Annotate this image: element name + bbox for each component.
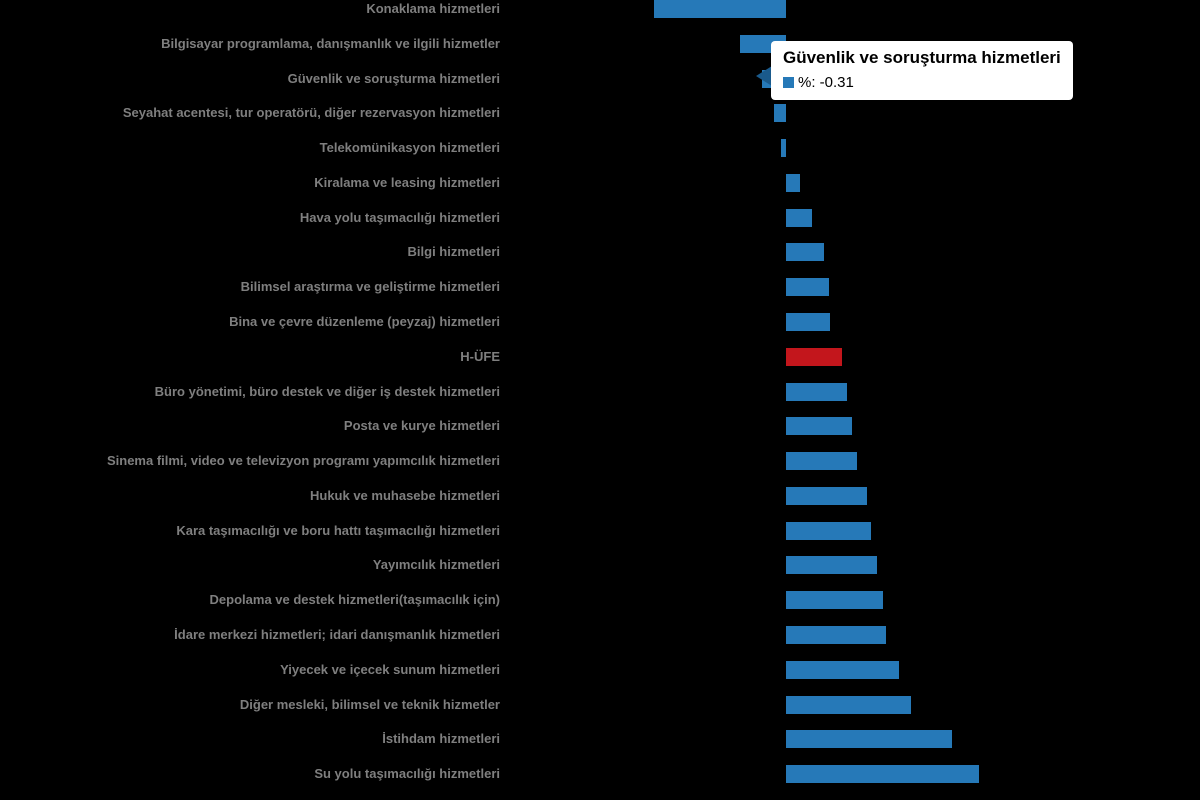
chart-row: Yiyecek ve içecek sunum hizmetleri [0,653,1200,687]
bar[interactable] [786,278,829,297]
bar[interactable] [781,139,786,158]
chart-row: Seyahat acentesi, tur operatörü, diğer r… [0,96,1200,130]
category-label: İdare merkezi hizmetleri; idari danışman… [174,627,500,643]
category-label: Kara taşımacılığı ve boru hattı taşımacı… [176,522,500,538]
bar[interactable] [786,452,858,471]
category-label: Bilimsel araştırma ve geliştirme hizmetl… [240,279,500,295]
bar[interactable] [774,104,786,123]
category-label: Telekomünikasyon hizmetleri [319,140,500,156]
tooltip-row: %: -0.31 [783,74,1061,91]
chart-row: Kiralama ve leasing hizmetleri [0,166,1200,200]
bar[interactable] [786,765,979,784]
category-label: Bina ve çevre düzenleme (peyzaj) hizmetl… [229,314,500,330]
bar[interactable] [786,173,800,192]
tooltip-series-marker-icon [783,77,794,88]
chart-row: Depolama ve destek hizmetleri(taşımacılı… [0,583,1200,617]
bar[interactable] [786,521,872,540]
category-label: Bilgisayar programlama, danışmanlık ve i… [161,35,500,51]
chart-row: İdare merkezi hizmetleri; idari danışman… [0,618,1200,652]
chart-row: H-ÜFE [0,340,1200,374]
category-label: Seyahat acentesi, tur operatörü, diğer r… [122,105,500,121]
category-label: H-ÜFE [460,348,500,364]
category-label: Bilgi hizmetleri [407,244,500,260]
chart-row: Bina ve çevre düzenleme (peyzaj) hizmetl… [0,305,1200,339]
bar[interactable] [786,313,831,332]
tooltip-callout-arrow [756,66,772,86]
chart-row: Hukuk ve muhasebe hizmetleri [0,479,1200,513]
bar[interactable] [786,626,886,645]
bar[interactable] [786,382,848,401]
category-label: Posta ve kurye hizmetleri [343,418,500,434]
chart-row: Kara taşımacılığı ve boru hattı taşımacı… [0,514,1200,548]
category-label: Yiyecek ve içecek sunum hizmetleri [280,661,500,677]
category-label: Diğer mesleki, bilimsel ve teknik hizmet… [239,696,500,712]
category-label: Hava yolu taşımacılığı hizmetleri [299,209,500,225]
category-label: Kiralama ve leasing hizmetleri [314,174,500,190]
chart-row: Hava yolu taşımacılığı hizmetleri [0,201,1200,235]
category-label: Yayımcılık hizmetleri [372,557,500,573]
category-label: Güvenlik ve soruşturma hizmetleri [287,70,500,86]
chart-row: İstihdam hizmetleri [0,722,1200,756]
bar[interactable] [786,208,813,227]
tooltip: Güvenlik ve soruşturma hizmetleri %: -0.… [771,41,1073,100]
bar[interactable] [786,660,899,679]
chart-row: Telekomünikasyon hizmetleri [0,131,1200,165]
chart-row: Sinema filmi, video ve televizyon progra… [0,444,1200,478]
chart-row: Su yolu taşımacılığı hizmetleri [0,757,1200,791]
chart-row: Posta ve kurye hizmetleri [0,409,1200,443]
bar[interactable] [786,591,883,610]
category-label: Hukuk ve muhasebe hizmetleri [309,487,500,503]
bar[interactable] [786,556,877,575]
tooltip-title: Güvenlik ve soruşturma hizmetleri [783,48,1061,67]
tooltip-value: %: -0.31 [798,74,854,91]
category-label: İstihdam hizmetleri [382,731,500,747]
chart-row: Bilimsel araştırma ve geliştirme hizmetl… [0,270,1200,304]
chart-row: Konaklama hizmetleri [0,0,1200,26]
bar[interactable] [786,695,911,714]
bar[interactable] [786,486,868,505]
bar[interactable] [654,0,786,18]
chart-row: Büro yönetimi, büro destek ve diğer iş d… [0,375,1200,409]
bar[interactable] [786,730,952,749]
chart-row: Bilgi hizmetleri [0,235,1200,269]
category-label: Sinema filmi, video ve televizyon progra… [106,453,500,469]
bar[interactable] [786,417,852,436]
category-label: Depolama ve destek hizmetleri(taşımacılı… [209,592,500,608]
category-label: Büro yönetimi, büro destek ve diğer iş d… [154,383,500,399]
chart-row: Yayımcılık hizmetleri [0,548,1200,582]
category-label: Konaklama hizmetleri [366,1,500,16]
category-label: Su yolu taşımacılığı hizmetleri [314,766,500,782]
chart-row: Diğer mesleki, bilimsel ve teknik hizmet… [0,688,1200,722]
bar-highlight[interactable] [786,347,842,366]
bar[interactable] [786,243,824,262]
